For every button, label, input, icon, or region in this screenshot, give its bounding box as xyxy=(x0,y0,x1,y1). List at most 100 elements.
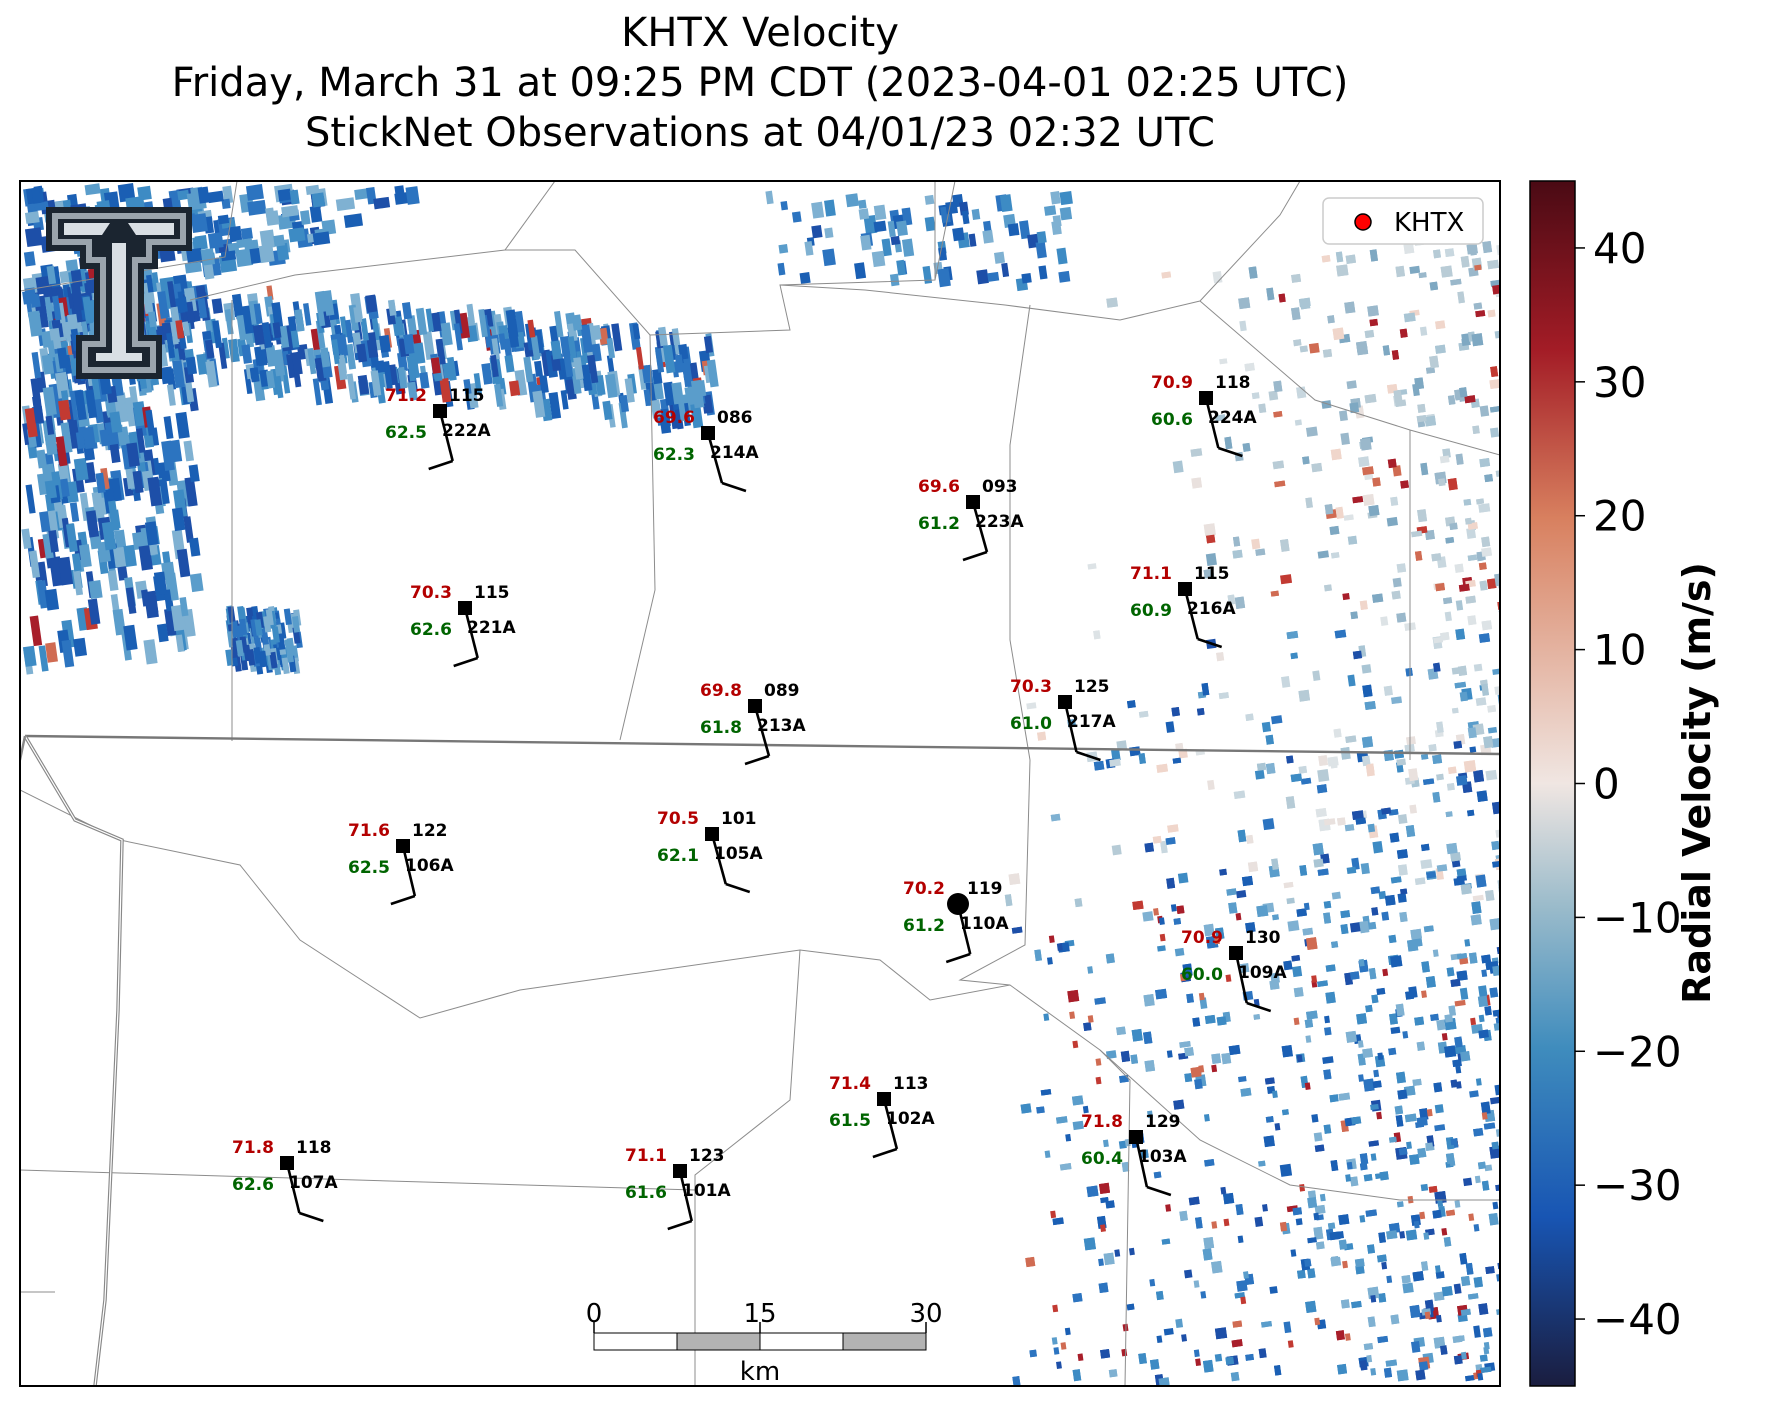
wind-barb-flag xyxy=(1197,637,1223,649)
station-dewpoint: 61.0 xyxy=(1010,714,1052,734)
station-marker xyxy=(966,495,980,509)
wind-barb-staff xyxy=(1204,397,1220,449)
station-marker xyxy=(748,699,762,713)
station-marker xyxy=(877,1092,891,1106)
station-224A[interactable]: 70.9 118 60.6 224A xyxy=(1151,373,1257,458)
station-223A[interactable]: 69.6 093 61.2 223A xyxy=(918,477,1024,562)
station-wind-dir: 123 xyxy=(689,1146,725,1166)
wind-barb-staff xyxy=(463,607,479,659)
station-temp: 70.2 xyxy=(903,879,945,899)
station-dewpoint: 62.6 xyxy=(232,1175,274,1195)
station-id: 217A xyxy=(1067,712,1116,732)
station-temp: 70.3 xyxy=(1010,677,1052,697)
wind-barb-flag xyxy=(872,1147,898,1159)
colorbar-tick-label: −30 xyxy=(1593,1161,1682,1210)
station-marker xyxy=(1129,1130,1143,1144)
wind-barb-staff xyxy=(678,1170,694,1222)
wind-barb-staff xyxy=(753,705,771,757)
scale-label-15: 15 xyxy=(743,1299,776,1329)
station-dewpoint: 61.8 xyxy=(700,718,742,738)
station-wind-dir: 125 xyxy=(1074,677,1110,697)
station-dewpoint: 61.2 xyxy=(903,916,945,936)
state-border xyxy=(20,734,1500,1386)
wind-barb-staff xyxy=(882,1098,899,1150)
station-dewpoint: 62.1 xyxy=(657,846,699,866)
station-213A[interactable]: 69.8 089 61.8 213A xyxy=(700,681,806,766)
station-109A[interactable]: 70.9 130 60.0 109A xyxy=(1181,928,1287,1013)
map-background xyxy=(20,181,1500,1386)
station-106A[interactable]: 71.6 122 62.5 106A xyxy=(348,821,454,906)
colorbar-gradient xyxy=(1529,180,1576,1387)
station-221A[interactable]: 70.3 115 62.6 221A xyxy=(410,583,516,668)
station-dewpoint: 61.2 xyxy=(918,514,960,534)
station-103A[interactable]: 71.8 129 60.4 103A xyxy=(1081,1112,1187,1197)
station-dewpoint: 60.0 xyxy=(1181,965,1223,985)
wind-barb-staff xyxy=(1234,952,1248,1004)
wind-barb-flag xyxy=(962,550,988,562)
colorbar-tick-label: 10 xyxy=(1593,626,1646,675)
wind-barb-flag xyxy=(667,1219,693,1231)
station-dewpoint: 62.6 xyxy=(410,620,452,640)
station-marker xyxy=(396,839,410,853)
county-borders xyxy=(20,181,1500,1386)
station-wind-dir: 129 xyxy=(1145,1112,1181,1132)
station-id: 224A xyxy=(1208,408,1257,428)
station-temp: 69.6 xyxy=(653,408,695,428)
wind-barb-staff xyxy=(706,432,724,484)
scale-bar: 0 15 30 km xyxy=(586,1299,943,1387)
wind-barb-staff xyxy=(285,1162,301,1214)
colorbar-ticks: 40 30 20 10 0 −10 −20 −30 −40 xyxy=(1575,224,1682,1344)
sticknet-stations: 71.2 115 62.5 222A 69.6 086 62.3 214A 69.6 093 61.… xyxy=(232,373,1287,1231)
station-marker xyxy=(280,1156,294,1170)
station-temp: 71.8 xyxy=(1081,1112,1123,1132)
legend-marker-icon xyxy=(1354,213,1372,231)
colorbar-tick-label: 20 xyxy=(1593,492,1646,541)
wind-barb-staff xyxy=(971,501,989,553)
station-217A[interactable]: 70.3 125 61.0 217A xyxy=(1010,677,1116,762)
station-temp: 70.9 xyxy=(1181,928,1223,948)
station-marker xyxy=(1178,582,1192,596)
station-id: 110A xyxy=(960,914,1009,934)
radar-velocity-layer xyxy=(21,183,1500,1386)
station-222A[interactable]: 71.2 115 62.5 222A xyxy=(385,386,491,471)
wind-barb-flag xyxy=(744,754,770,766)
station-temp: 69.8 xyxy=(700,681,742,701)
wind-barb-flag xyxy=(1146,1185,1172,1197)
legend-box: KHTX xyxy=(1322,197,1484,245)
wind-barb-flag xyxy=(390,894,416,906)
title-sticknet: StickNet Observations at 04/01/23 02:32 … xyxy=(305,110,1215,156)
station-wind-dir: 118 xyxy=(296,1138,332,1158)
station-216A[interactable]: 71.1 115 60.9 216A xyxy=(1130,564,1236,649)
station-102A[interactable]: 71.4 113 61.5 102A xyxy=(829,1074,935,1159)
station-marker xyxy=(433,404,447,418)
station-wind-dir: 115 xyxy=(449,386,485,406)
station-id: 107A xyxy=(289,1173,338,1193)
station-id: 213A xyxy=(757,716,806,736)
station-dewpoint: 60.4 xyxy=(1081,1149,1123,1169)
scale-unit: km xyxy=(740,1357,780,1387)
station-temp: 71.6 xyxy=(348,821,390,841)
texas-tech-double-t-logo xyxy=(46,207,192,379)
station-107A[interactable]: 71.8 118 62.6 107A xyxy=(232,1138,338,1223)
wind-barb-staff xyxy=(1134,1136,1149,1188)
wind-barb-staff xyxy=(1183,588,1199,640)
wind-barb-flag xyxy=(453,656,479,668)
colorbar-tick-label: −20 xyxy=(1593,1027,1682,1076)
wind-barb-staff xyxy=(1063,701,1078,753)
station-dewpoint: 60.9 xyxy=(1130,601,1172,621)
station-105A[interactable]: 70.5 101 62.1 105A xyxy=(657,809,763,894)
station-101A[interactable]: 71.1 123 61.6 101A xyxy=(625,1146,731,1231)
radar-site-khtx[interactable] xyxy=(947,893,969,915)
station-temp: 71.1 xyxy=(625,1146,667,1166)
station-214A[interactable]: 69.6 086 62.3 214A xyxy=(653,408,759,493)
station-marker xyxy=(1229,946,1243,960)
wind-barb-flag xyxy=(721,481,747,493)
station-wind-dir: 130 xyxy=(1245,928,1281,948)
wind-barb-flag xyxy=(298,1211,324,1223)
colorbar-tick-label: −10 xyxy=(1593,893,1682,942)
station-wind-dir: 118 xyxy=(1215,373,1251,393)
station-id: 109A xyxy=(1238,963,1287,983)
station-110A[interactable]: 70.2 119 61.2 110A xyxy=(903,879,1009,964)
station-wind-dir: 089 xyxy=(764,681,800,701)
